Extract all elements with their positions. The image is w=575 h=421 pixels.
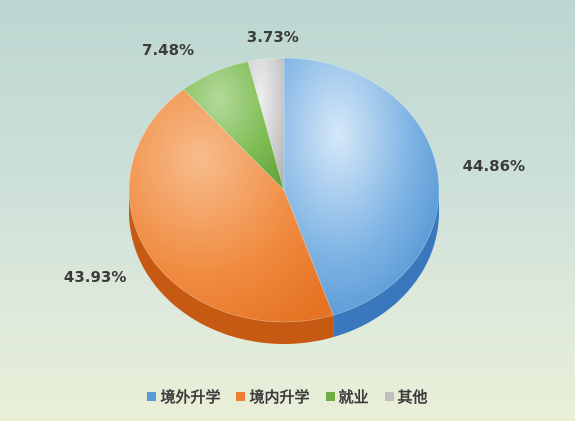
pie-labels: 44.86% 43.93% 7.48% 3.73%	[64, 28, 525, 286]
data-label-overseas-study: 44.86%	[463, 157, 525, 175]
legend: 境外升学 境内升学 就业 其他	[0, 386, 575, 406]
pie-slice-other	[247, 57, 285, 191]
data-label-other: 3.73%	[247, 28, 299, 46]
pie-slice-side-overseas-study	[333, 190, 439, 338]
legend-item-other: 其他	[384, 386, 428, 407]
legend-swatch-overseas-study	[147, 391, 157, 401]
pie-slice-employment	[183, 61, 285, 192]
pie-slice-overseas-study	[283, 57, 440, 316]
pie-slice-side-domestic-study	[129, 190, 334, 344]
legend-label-domestic-study: 境内升学	[249, 387, 310, 406]
legend-item-employment: 就业	[325, 386, 369, 407]
legend-label-employment: 就业	[338, 387, 369, 406]
pie-sides	[129, 190, 439, 344]
legend-item-domestic-study: 境内升学	[236, 386, 310, 407]
legend-swatch-employment	[325, 391, 335, 401]
legend-label-other: 其他	[397, 387, 428, 406]
data-label-domestic-study: 43.93%	[64, 268, 126, 286]
legend-item-overseas-study: 境外升学	[147, 386, 220, 407]
legend-label-overseas-study: 境外升学	[160, 387, 221, 406]
pie-slice-domestic-study	[128, 89, 334, 323]
legend-swatch-domestic-study	[236, 391, 246, 401]
pie-tops	[128, 57, 440, 323]
data-label-employment: 7.48%	[142, 41, 194, 59]
legend-swatch-other	[384, 391, 394, 401]
